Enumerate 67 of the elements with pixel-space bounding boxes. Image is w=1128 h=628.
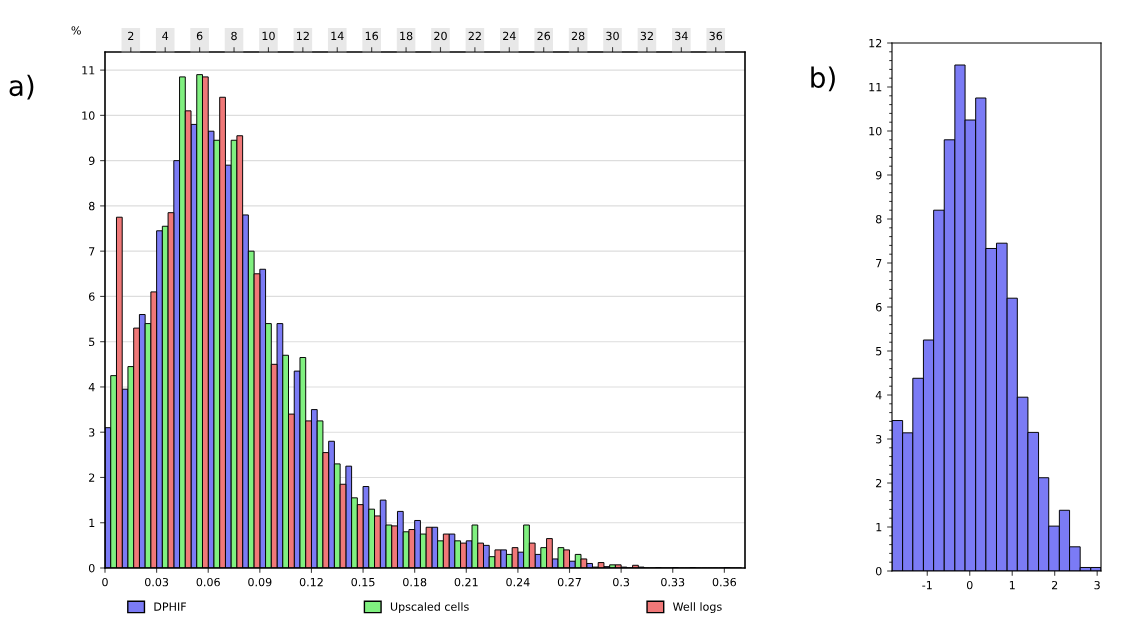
y-axis-title: % <box>71 26 81 35</box>
x2-tick-label: 30 <box>606 31 619 41</box>
legend-label: DPHIF <box>154 602 186 611</box>
x-tick-label: 0 <box>102 577 108 587</box>
y-tick-label: 0 <box>875 566 882 576</box>
x2-tick-label: 20 <box>434 31 447 41</box>
x-tick-label: 0.21 <box>454 577 478 587</box>
y-tick-label: 8 <box>88 201 95 211</box>
x-tick-label: 3 <box>1094 580 1100 590</box>
x2-tick-label: 16 <box>365 31 379 41</box>
y-tick-label: 5 <box>876 347 882 356</box>
y-tick-label: 11 <box>869 83 882 92</box>
x-tick-label: 0.09 <box>248 577 272 587</box>
x2-tick-label: 12 <box>297 31 309 40</box>
y-tick-label: 1 <box>876 523 882 532</box>
x-tick-label: 2 <box>1051 580 1058 590</box>
x-tick-label: 0.36 <box>712 577 737 587</box>
x2-tick-label: 6 <box>196 31 203 41</box>
y-tick-label: 2 <box>876 478 882 488</box>
x-tick-label: 0 <box>966 580 973 590</box>
y-tick-label: 10 <box>869 126 882 136</box>
y-tick-label: 3 <box>876 434 882 444</box>
x2-tick-label: 34 <box>675 31 688 41</box>
x2-tick-label: 32 <box>640 31 653 41</box>
y-tick-label: 10 <box>82 111 95 120</box>
y-tick-label: 8 <box>875 214 882 224</box>
x2-tick-label: 2 <box>128 31 134 40</box>
y-tick-label: 7 <box>876 259 882 268</box>
x2-tick-label: 8 <box>231 31 237 41</box>
y-tick-label: 12 <box>869 38 882 48</box>
y-tick-label: 4 <box>875 391 882 400</box>
x-tick-label: 0.06 <box>196 577 220 587</box>
y-tick-label: 2 <box>89 473 95 482</box>
x-tick-label: 0.18 <box>403 577 427 587</box>
y-tick-label: 7 <box>89 247 95 256</box>
x-tick-label: 0.24 <box>506 577 530 587</box>
x-tick-label: 0.27 <box>557 577 581 587</box>
x2-tick-label: 36 <box>709 31 723 41</box>
legend-label: Well logs <box>672 602 722 613</box>
y-tick-label: 5 <box>89 337 95 347</box>
y-tick-label: 6 <box>875 302 882 312</box>
x-tick-label: 0.3 <box>613 577 630 587</box>
x2-tick-label: 22 <box>468 31 481 40</box>
x-tick-label: 0.15 <box>351 577 375 587</box>
x2-tick-label: 4 <box>162 31 169 40</box>
x2-tick-label: 10 <box>262 31 275 41</box>
text: a) <box>9 74 34 100</box>
x-tick-label: -1 <box>922 581 932 590</box>
x-tick-label: 1 <box>1009 581 1015 590</box>
x-tick-label: 0.12 <box>299 577 323 587</box>
y-tick-label: 11 <box>82 66 95 75</box>
x-tick-label: 0.33 <box>661 577 685 587</box>
x2-tick-label: 28 <box>571 31 585 41</box>
x2-tick-label: 18 <box>400 31 413 41</box>
y-tick-label: 3 <box>89 428 95 437</box>
x2-tick-label: 14 <box>331 31 344 40</box>
y-tick-label: 0 <box>88 563 95 573</box>
y-tick-label: 9 <box>875 170 882 180</box>
y-tick-label: 1 <box>89 518 95 527</box>
y-tick-label: 9 <box>88 156 95 166</box>
x2-tick-label: 24 <box>503 31 516 40</box>
y-tick-label: 6 <box>88 292 95 301</box>
x2-tick-label: 26 <box>537 31 551 41</box>
y-tick-label: 4 <box>88 383 95 392</box>
legend-label: Upscaled cells <box>390 602 469 613</box>
x-tick-label: 0.03 <box>144 577 169 587</box>
text: b) <box>811 66 835 92</box>
